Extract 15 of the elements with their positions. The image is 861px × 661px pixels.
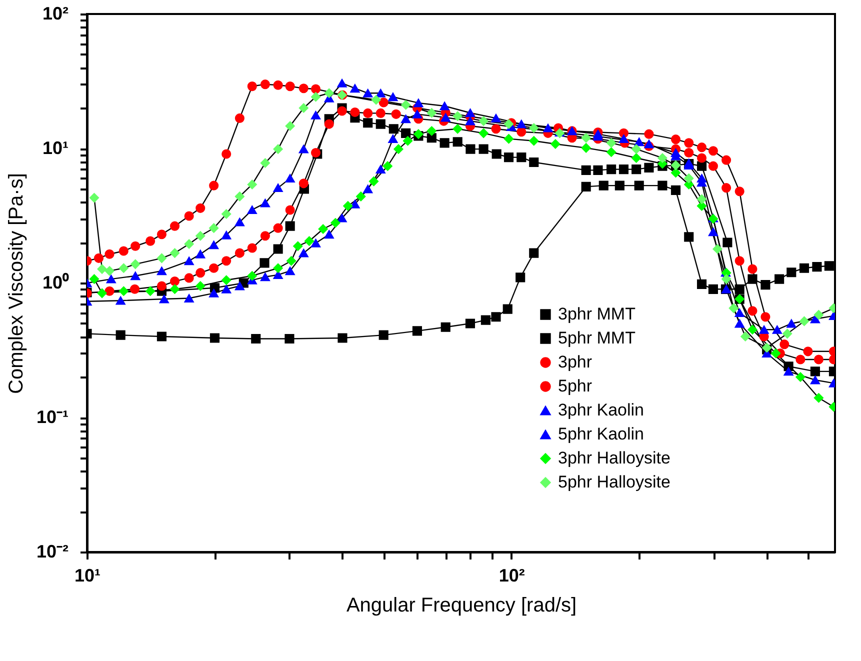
y-tick-label: 10² <box>42 4 69 24</box>
y-tick-label: 10⁻¹ <box>36 407 69 427</box>
legend-label: 5phr Kaolin <box>558 424 644 444</box>
y-tick-label: 10⁻² <box>36 542 69 562</box>
legend-label: 3phr Halloysite <box>558 448 670 468</box>
legend-label: 3phr MMT <box>558 304 636 324</box>
y-axis-title: Complex Viscosity [Pa·s] <box>5 173 28 394</box>
legend-label: 5phr Halloysite <box>558 472 670 492</box>
y-tick-label: 10¹ <box>42 138 69 158</box>
legend-label: 3phr Kaolin <box>558 400 644 420</box>
legend-label: 3phr <box>558 352 592 372</box>
y-tick-label: 10⁰ <box>42 272 70 292</box>
legend-label: 5phr <box>558 376 592 396</box>
legend-label: 5phr MMT <box>558 328 636 348</box>
x-axis-title: Angular Frequency [rad/s] <box>346 594 577 616</box>
